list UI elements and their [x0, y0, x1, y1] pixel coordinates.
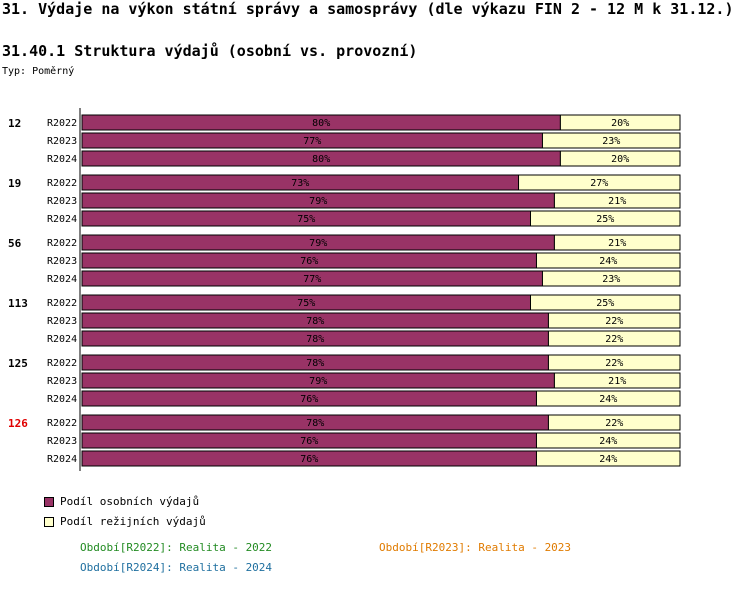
period-label: R2022 — [47, 358, 77, 369]
data-label-personal: 76% — [300, 394, 318, 405]
data-label-personal: 79% — [309, 376, 327, 387]
period-label: R2024 — [47, 214, 77, 225]
period-label: R2023 — [47, 136, 77, 147]
data-label-operating: 21% — [608, 238, 626, 249]
group-label-126: 126 — [8, 417, 28, 430]
legend-item-personal: Podíl osobních výdajů — [44, 495, 199, 508]
data-label-operating: 21% — [608, 196, 626, 207]
bar-operating — [547, 312, 681, 329]
chart-type-label: Typ: Poměrný — [2, 66, 75, 77]
period-label: R2022 — [47, 178, 77, 189]
data-label-operating: 22% — [605, 418, 623, 429]
bar-operating — [541, 132, 681, 149]
bar-operating — [535, 390, 681, 407]
data-label-operating: 21% — [608, 376, 626, 387]
period-note-r2024: Období[R2024]: Realita - 2024 — [80, 561, 273, 574]
bar-operating — [535, 450, 681, 467]
data-label-operating: 23% — [602, 136, 620, 147]
data-label-operating: 23% — [602, 274, 620, 285]
group-label-56: 56 — [8, 237, 22, 250]
bar-operating — [547, 354, 681, 371]
data-label-personal: 77% — [303, 136, 321, 147]
data-label-operating: 24% — [599, 454, 617, 465]
data-label-operating: 24% — [599, 394, 617, 405]
group-label-125: 125 — [8, 357, 28, 370]
period-label: R2023 — [47, 316, 77, 327]
data-label-personal: 73% — [291, 178, 309, 189]
data-label-operating: 24% — [599, 256, 617, 267]
data-label-personal: 79% — [309, 238, 327, 249]
period-label: R2024 — [47, 154, 77, 165]
group-label-19: 19 — [8, 177, 21, 190]
period-label: R2023 — [47, 196, 77, 207]
period-label: R2024 — [47, 274, 77, 285]
bar-operating — [535, 432, 681, 449]
data-label-personal: 77% — [303, 274, 321, 285]
stacked-bar-chart: 12 R2022 80% 20% R2023 77% 23% R2024 80% 20% 19 R20… — [8, 108, 681, 471]
period-label: R2024 — [47, 394, 77, 405]
bar-operating — [530, 210, 681, 227]
data-label-operating: 20% — [611, 154, 629, 165]
data-label-personal: 75% — [297, 298, 315, 309]
chart-subtitle: 31.40.1 Struktura výdajů (osobní vs. pro… — [2, 42, 418, 60]
bar-operating — [553, 234, 681, 251]
legend-item-operating: Podíl režijních výdajů — [44, 515, 206, 528]
bar-operating — [553, 192, 681, 209]
legend-swatch-personal — [44, 497, 54, 507]
bar-operating — [553, 372, 681, 389]
bar-operating — [559, 150, 681, 167]
bar-operating — [541, 270, 681, 287]
data-label-personal: 80% — [312, 118, 330, 129]
data-label-personal: 76% — [300, 436, 318, 447]
period-label: R2022 — [47, 118, 77, 129]
period-label: R2024 — [47, 454, 77, 465]
data-label-personal: 80% — [312, 154, 330, 165]
legend-swatch-operating — [44, 517, 54, 527]
bar-operating — [547, 330, 681, 347]
period-label: R2022 — [47, 238, 77, 249]
period-label: R2023 — [47, 436, 77, 447]
bar-operating — [518, 174, 681, 191]
data-label-personal: 76% — [300, 454, 318, 465]
data-label-operating: 27% — [590, 178, 608, 189]
data-label-personal: 75% — [297, 214, 315, 225]
data-label-operating: 24% — [599, 436, 617, 447]
bar-operating — [547, 414, 681, 431]
bar-operating — [559, 114, 681, 131]
group-label-113: 113 — [8, 297, 28, 310]
data-label-personal: 78% — [306, 358, 324, 369]
bar-operating — [530, 294, 681, 311]
data-label-personal: 78% — [306, 316, 324, 327]
legend-label-personal: Podíl osobních výdajů — [60, 495, 200, 508]
period-note-r2022: Období[R2022]: Realita - 2022 — [80, 541, 273, 554]
period-label: R2024 — [47, 334, 77, 345]
period-label: R2022 — [47, 418, 77, 429]
period-label: R2023 — [47, 376, 77, 387]
data-label-operating: 20% — [611, 118, 629, 129]
period-note-r2023: Období[R2023]: Realita - 2023 — [379, 541, 572, 554]
data-label-operating: 25% — [596, 214, 614, 225]
page-title: 31. Výdaje na výkon státní správy a samo… — [2, 0, 734, 18]
data-label-personal: 79% — [309, 196, 327, 207]
data-label-personal: 78% — [306, 334, 324, 345]
data-label-personal: 78% — [306, 418, 324, 429]
group-label-12: 12 — [8, 117, 21, 130]
data-label-operating: 25% — [596, 298, 614, 309]
data-label-operating: 22% — [605, 316, 623, 327]
legend-label-operating: Podíl režijních výdajů — [60, 515, 206, 528]
bar-operating — [535, 252, 681, 269]
period-label: R2023 — [47, 256, 77, 267]
data-label-operating: 22% — [605, 334, 623, 345]
data-label-operating: 22% — [605, 358, 623, 369]
period-label: R2022 — [47, 298, 77, 309]
data-label-personal: 76% — [300, 256, 318, 267]
